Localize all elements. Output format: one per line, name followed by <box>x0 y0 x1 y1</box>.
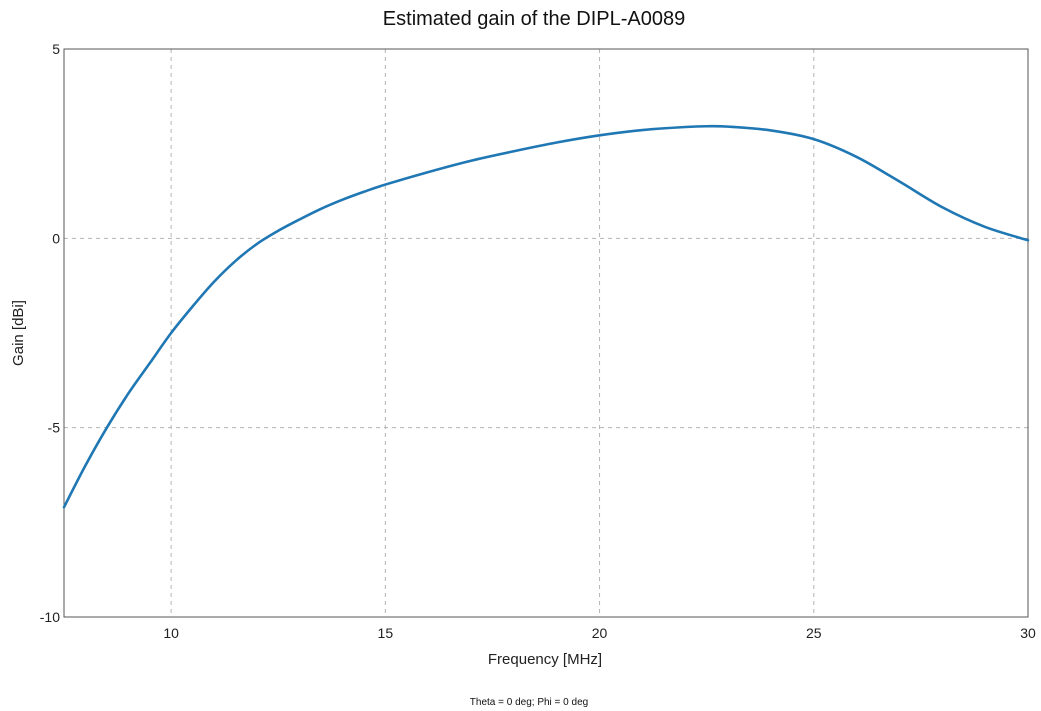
x-tick-label: 30 <box>1020 625 1036 641</box>
y-tick-label: -10 <box>40 609 60 625</box>
plot-area-frame <box>63 48 1029 618</box>
x-tick-labels: 10 15 20 25 30 <box>163 625 1036 641</box>
x-tick-label: 20 <box>592 625 608 641</box>
gain-series-line <box>62 124 1030 509</box>
grid-lines <box>64 49 1028 617</box>
series-group <box>62 124 1030 509</box>
y-tick-labels: 5 0 -5 -10 <box>40 41 60 625</box>
y-tick-label: -5 <box>48 420 61 436</box>
y-tick-label: 5 <box>52 41 60 57</box>
x-tick-label: 25 <box>806 625 822 641</box>
y-tick-label: 0 <box>52 230 60 246</box>
x-tick-label: 10 <box>163 625 179 641</box>
y-axis-label: Gain [dBi] <box>10 300 27 366</box>
chart-title: Estimated gain of the DIPL-A0089 <box>383 8 685 30</box>
x-axis-label: Frequency [MHz] <box>488 651 602 668</box>
x-tick-label: 15 <box>378 625 394 641</box>
angle-footnote: Theta = 0 deg; Phi = 0 deg <box>470 697 588 708</box>
